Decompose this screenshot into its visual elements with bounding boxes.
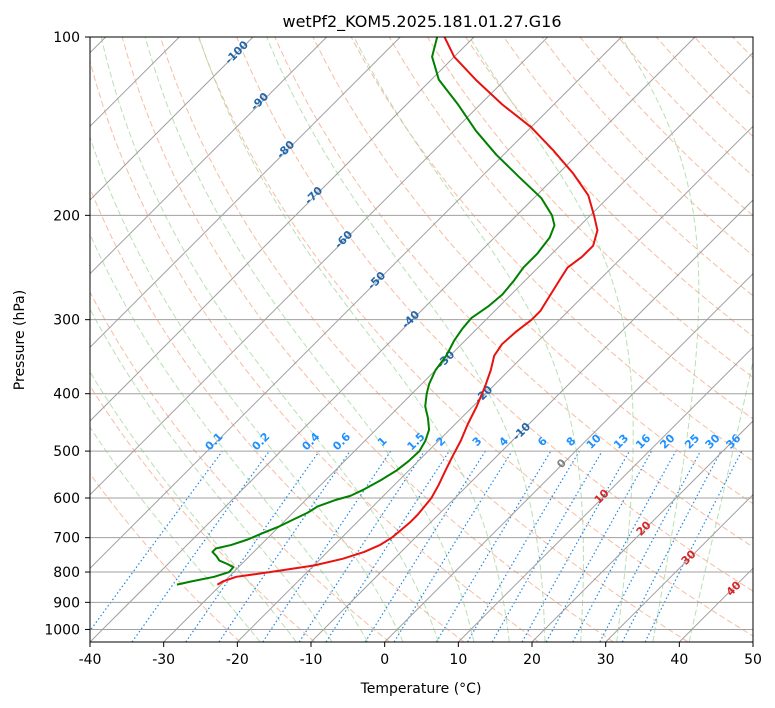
mixing-ratio-line (131, 450, 270, 642)
x-tick-label: -20 (226, 652, 249, 668)
isotherm-line (236, 125, 753, 642)
mixing-ratio-line (262, 450, 392, 642)
dry-adiabat-line (90, 59, 540, 642)
y-tick-label: 900 (53, 595, 80, 611)
isotherm-line (90, 37, 549, 496)
moist-adiabat-line (144, 37, 475, 642)
moist-adiabat-line (198, 37, 510, 642)
isotherm-line (90, 37, 696, 642)
isotherm-line (310, 199, 753, 642)
y-tick-label: 700 (53, 531, 80, 547)
isotherm-line (90, 37, 622, 570)
moist-adiabat-line (90, 135, 404, 642)
isotherm-line (384, 272, 753, 642)
plot-frame (89, 36, 754, 643)
background-lines (90, 37, 753, 642)
dry-adiabat-line (236, 37, 753, 592)
isotherm-line (90, 37, 254, 201)
mixing-ratio-line (185, 450, 320, 642)
x-tick-label: 50 (744, 652, 762, 668)
moist-adiabat-line (353, 37, 584, 642)
dry-adiabat-line (388, 37, 753, 420)
moist-adiabat-line (90, 426, 261, 642)
x-axis-label: Temperature (°C) (360, 681, 482, 697)
y-tick-label: 300 (53, 313, 80, 329)
x-tick-label: -10 (300, 652, 323, 668)
isotherm-line (90, 37, 328, 275)
moist-adiabat-line (620, 37, 700, 642)
dewpoint-profile-line (176, 37, 556, 586)
moist-adiabat-line (100, 37, 439, 642)
isotherm-line (90, 37, 475, 422)
y-tick-label: 400 (53, 387, 80, 403)
y-tick-label: 800 (53, 565, 80, 581)
mixing-ratio-line (298, 450, 425, 642)
isotherm-line (457, 346, 753, 642)
x-tick-label: 30 (597, 652, 615, 668)
chart-title: wetPf2_KOM5.2025.181.01.27.G16 (282, 12, 561, 32)
isotherm-line (531, 420, 753, 642)
y-tick-label: 500 (53, 444, 80, 460)
y-axis-ticks: 100 200 300 400 500 600 700 800 900 1000 (44, 30, 90, 638)
mixing-ratio-line (572, 450, 677, 642)
isotherm-line (163, 51, 753, 642)
dry-adiabat-line (90, 472, 241, 642)
mixing-ratio-line (545, 450, 653, 642)
x-tick-label: 20 (523, 652, 541, 668)
mixing-ratio-line (325, 450, 450, 642)
mixing-ratio-line (521, 450, 631, 642)
mixing-ratio-line (393, 450, 513, 642)
y-tick-label: 1000 (44, 622, 80, 638)
x-tick-label: 40 (670, 652, 688, 668)
profile-lines (176, 37, 599, 586)
moist-adiabat-line (90, 233, 369, 642)
y-tick-label: 600 (53, 491, 80, 507)
x-tick-label: -40 (79, 652, 102, 668)
mixing-ratio-line (90, 450, 223, 632)
isotherm-line (90, 37, 401, 349)
dry-adiabat-line (350, 37, 753, 462)
mixing-ratio-line (218, 450, 351, 642)
dry-adiabat-line (121, 37, 614, 642)
dry-adiabat-line (90, 186, 465, 642)
isotherm-line (605, 493, 753, 642)
dry-adiabat-line (159, 37, 689, 642)
y-axis-label: Pressure (hPa) (12, 290, 28, 390)
moist-adiabat-line (688, 358, 753, 642)
x-axis-ticks: -40 -30 -20 -10 0 10 20 30 40 50 (79, 642, 762, 668)
moist-adiabat-line (266, 37, 546, 642)
dry-adiabat-line (90, 291, 390, 642)
y-tick-label: 200 (53, 208, 80, 224)
x-tick-label: -30 (152, 652, 175, 668)
temperature-profile-line (216, 37, 599, 586)
mixing-ratio-line (644, 450, 743, 642)
y-tick-label: 100 (53, 30, 80, 46)
moist-adiabat-line (90, 370, 297, 642)
dry-adiabat-line (90, 384, 316, 642)
dry-adiabat-line (503, 37, 753, 297)
dry-adiabat-line (274, 37, 753, 548)
x-tick-label: 0 (380, 652, 389, 668)
dry-adiabat-line (465, 37, 753, 337)
dry-adiabat-line (312, 37, 753, 505)
x-tick-label: 10 (449, 652, 467, 668)
